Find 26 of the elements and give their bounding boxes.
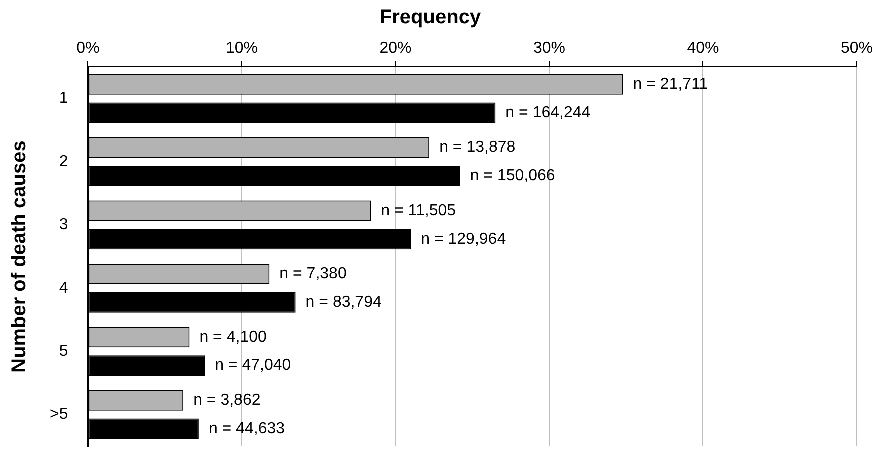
y-tick-label: 4 — [59, 280, 68, 297]
annotation: n = 47,040 — [215, 357, 292, 374]
annotation: n = 11,505 — [381, 202, 456, 220]
x-tick-label: 0% — [76, 40, 100, 58]
annotation: n = 4,100 — [200, 328, 267, 346]
chart-title: Frequency — [380, 6, 482, 29]
annotation: n = 21,711 — [633, 76, 708, 93]
annotation: n = 164,244 — [506, 104, 591, 122]
y-tick-label: 2 — [59, 153, 68, 170]
annotation: n = 13,878 — [440, 139, 516, 156]
annotation: n = 44,633 — [208, 420, 286, 438]
y-tick-label: 3 — [59, 216, 68, 234]
x-tick-label: 30% — [533, 40, 566, 58]
annotation: n = 3,862 — [194, 392, 261, 409]
annotation: n = 83,794 — [306, 294, 382, 312]
annotation: n = 150,066 — [470, 168, 556, 185]
annotation: n = 129,964 — [421, 230, 506, 248]
x-tick-label: 50% — [840, 40, 874, 58]
x-tick-label: 40% — [687, 40, 720, 58]
x-tick-label: 10% — [226, 40, 258, 58]
y-tick-label: 5 — [59, 343, 68, 360]
y-tick-label: 1 — [59, 90, 68, 108]
x-tick-label: 20% — [380, 40, 412, 58]
y-axis-title: Number of death causes — [8, 140, 31, 373]
annotation: n = 7,380 — [280, 266, 347, 283]
y-tick-label: >5 — [50, 406, 68, 424]
